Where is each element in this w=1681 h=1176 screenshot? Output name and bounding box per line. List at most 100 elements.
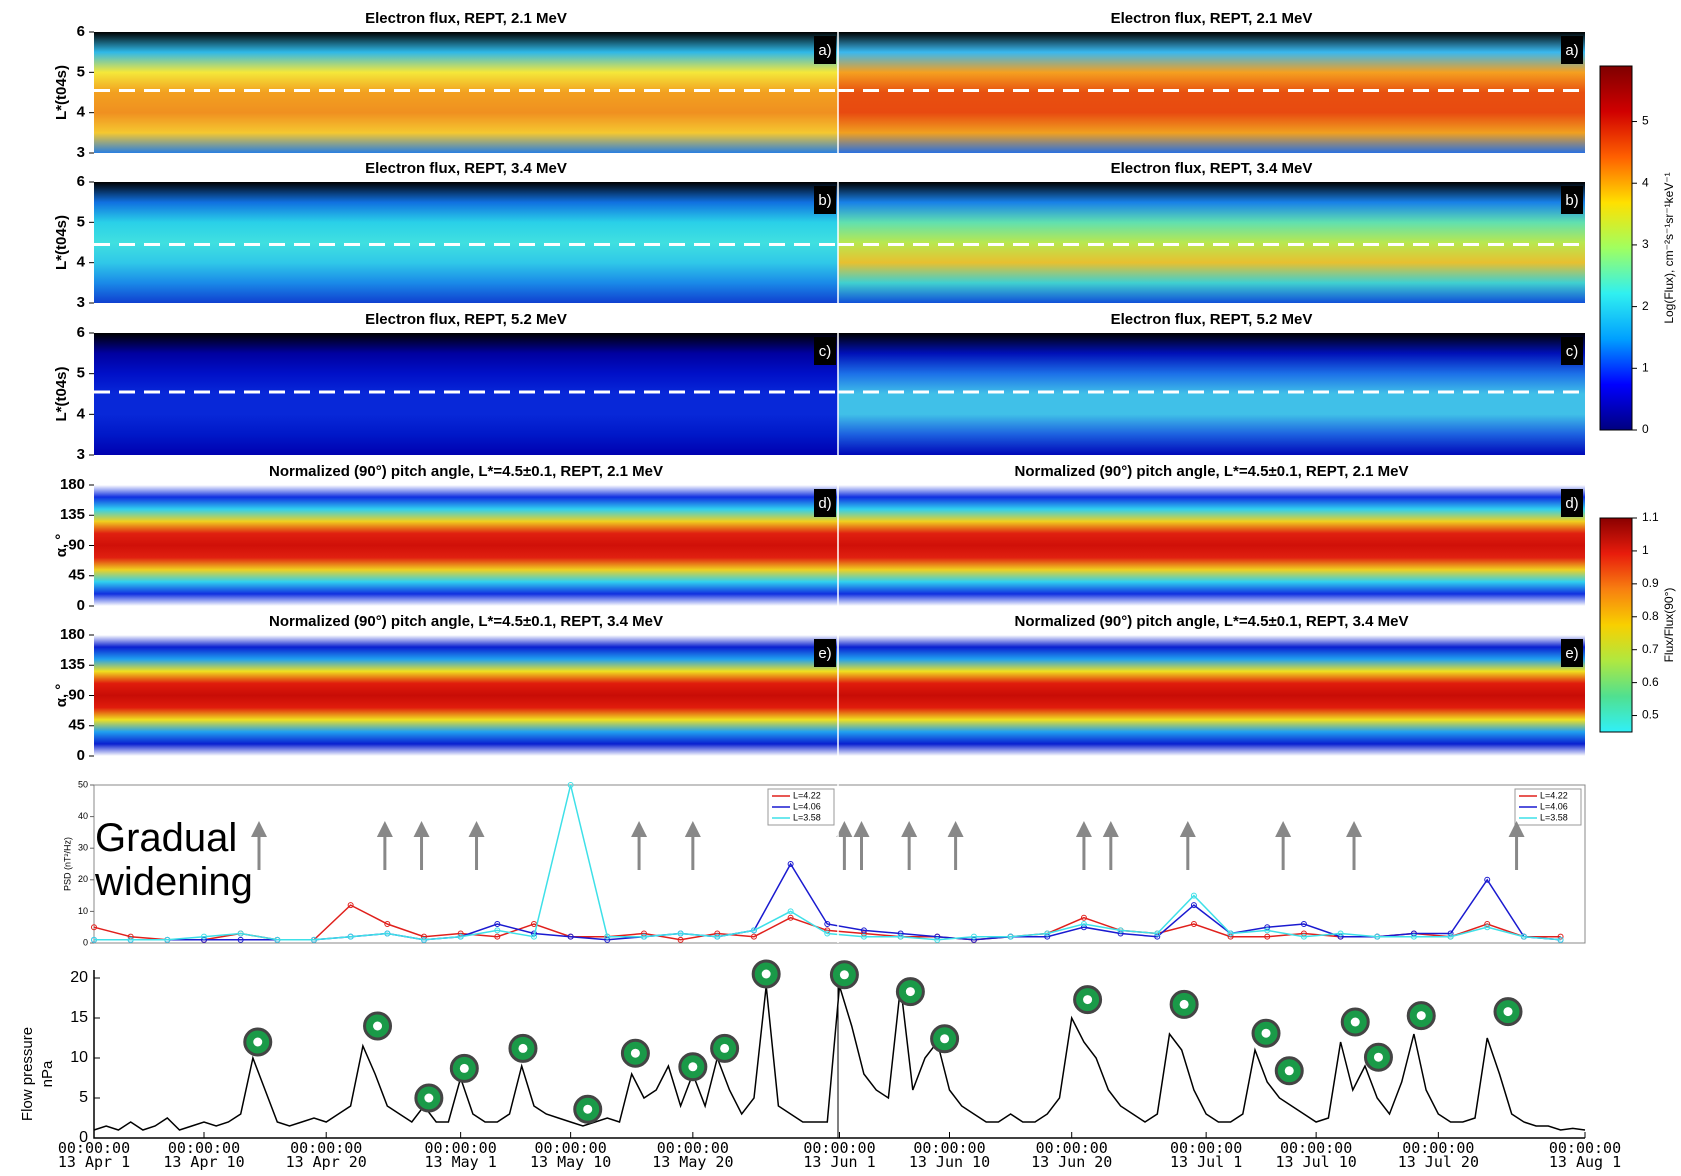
heatmap <box>94 32 838 153</box>
event-marker-center <box>1083 995 1092 1004</box>
y-tick-label: 3 <box>77 446 85 463</box>
y-tick-label: 135 <box>60 506 85 523</box>
event-marker-center <box>720 1044 729 1053</box>
colorbar-tick-label: 1.1 <box>1642 510 1659 524</box>
event-marker-center <box>518 1044 527 1053</box>
y-tick-label: 180 <box>60 476 85 493</box>
y-tick-label: 0 <box>83 937 88 947</box>
heatmap <box>838 333 1585 455</box>
event-marker-center <box>1417 1011 1426 1020</box>
y-tick-label: 6 <box>77 324 85 341</box>
legend-label: L=4.06 <box>793 801 821 811</box>
colorbar-tick-label: 4 <box>1642 175 1649 189</box>
panel-label: e) <box>1565 645 1578 662</box>
event-marker-center <box>1180 1000 1189 1009</box>
panel-title: Normalized (90°) pitch angle, L*=4.5±0.1… <box>269 613 663 630</box>
panel-label: c) <box>819 343 832 360</box>
x-tick-label: 00:00:0013 Apr 1 <box>58 1139 130 1171</box>
heatmap <box>94 333 838 455</box>
pressure-line <box>94 986 1585 1130</box>
y-tick-label: 5 <box>77 365 85 382</box>
legend-label: L=4.22 <box>793 790 821 800</box>
x-tick-label: 00:00:0013 May 1 <box>425 1139 497 1171</box>
axis <box>94 970 1585 1138</box>
colorbar-tick-label: 3 <box>1642 237 1649 251</box>
y-tick-label: 4 <box>77 254 86 271</box>
panel-title: Normalized (90°) pitch angle, L*=4.5±0.1… <box>269 463 663 480</box>
event-marker-center <box>631 1049 640 1058</box>
y-axis-label: α, ° <box>53 684 70 708</box>
legend-label: L=4.22 <box>1540 790 1568 800</box>
y-tick-label: 15 <box>70 1009 88 1026</box>
y-axis-label: α, ° <box>53 534 70 558</box>
colorbar-tick-label: 1 <box>1642 543 1649 557</box>
heatmap <box>838 635 1585 756</box>
y-tick-label: 5 <box>77 213 85 230</box>
panel-title: Normalized (90°) pitch angle, L*=4.5±0.1… <box>1015 613 1409 630</box>
y-tick-label: 10 <box>70 1049 88 1066</box>
y-tick-label: 5 <box>79 1089 88 1106</box>
y-tick-label: 4 <box>77 405 86 422</box>
event-marker-center <box>373 1022 382 1031</box>
y-axis-label: L*(t04s) <box>53 65 70 120</box>
colorbar <box>1600 66 1632 430</box>
heatmap <box>94 182 838 303</box>
y-tick-label: 50 <box>78 779 88 789</box>
y-tick-label: 135 <box>60 656 85 673</box>
event-marker-center <box>583 1105 592 1114</box>
event-marker-center <box>762 970 771 979</box>
y-tick-label: 5 <box>77 63 85 80</box>
y-tick-label: 20 <box>70 969 88 986</box>
y-tick-label: 10 <box>78 906 88 916</box>
panel-label: b) <box>1565 192 1578 209</box>
chart: Electron flux, REPT, 2.1 MeV a) Electron f… <box>0 0 1681 1176</box>
panel-label: d) <box>1565 495 1578 512</box>
panel-label: a) <box>818 42 831 59</box>
y-tick-label: 3 <box>77 144 85 161</box>
legend-label: L=4.06 <box>1540 801 1568 811</box>
y-axis-label: L*(t04s) <box>53 215 70 270</box>
y-tick-label: 30 <box>78 843 88 853</box>
event-marker-center <box>1374 1053 1383 1062</box>
colorbar-tick-label: 5 <box>1642 114 1649 128</box>
panel-title: Electron flux, REPT, 2.1 MeV <box>365 10 567 27</box>
event-marker-center <box>1504 1007 1513 1016</box>
y-axis-label: Flow pressure <box>19 1027 36 1121</box>
x-tick-label: 00:00:0013 May 20 <box>652 1139 733 1171</box>
heatmap <box>838 32 1585 153</box>
event-marker-center <box>906 987 915 996</box>
colorbar-tick-label: 0.9 <box>1642 576 1659 590</box>
y-tick-label: 45 <box>68 567 85 584</box>
colorbar-tick-label: 1 <box>1642 360 1649 374</box>
event-marker-center <box>253 1038 262 1047</box>
y-tick-label: 6 <box>77 23 85 40</box>
panel-title: Electron flux, REPT, 3.4 MeV <box>1111 160 1313 177</box>
panel-title: Normalized (90°) pitch angle, L*=4.5±0.1… <box>1015 463 1409 480</box>
y-tick-label: 180 <box>60 626 85 643</box>
colorbar-tick-label: 0.6 <box>1642 675 1659 689</box>
event-marker-center <box>1285 1066 1294 1075</box>
colorbar-tick-label: 0.7 <box>1642 642 1659 656</box>
y-tick-label: 20 <box>78 874 88 884</box>
heatmap <box>94 485 838 606</box>
panel-title: Electron flux, REPT, 5.2 MeV <box>1111 311 1313 328</box>
y-tick-label: 0 <box>77 747 85 764</box>
legend-label: L=3.58 <box>1540 812 1568 822</box>
panel-label: a) <box>1565 42 1578 59</box>
panel-label: c) <box>1566 343 1579 360</box>
colorbar-tick-label: 0.8 <box>1642 609 1659 623</box>
colorbar-tick-label: 0 <box>1642 422 1649 436</box>
panel-label: e) <box>818 645 831 662</box>
y-tick-label: 90 <box>68 536 85 553</box>
panel-label: d) <box>818 495 831 512</box>
y-tick-label: 4 <box>77 104 86 121</box>
x-tick-label: 00:00:0013 Jul 20 <box>1398 1139 1479 1171</box>
panel-title: Electron flux, REPT, 3.4 MeV <box>365 160 567 177</box>
